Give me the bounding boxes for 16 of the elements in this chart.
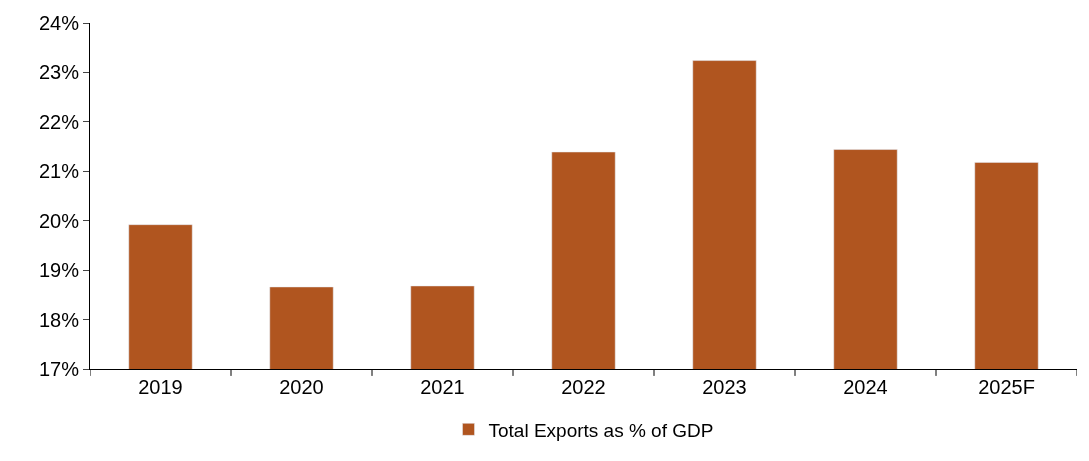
y-tick-label: 20% [38, 209, 80, 232]
y-tick-label: 18% [38, 308, 80, 331]
x-tick-label: 2022 [561, 376, 606, 398]
y-tick-label: 24% [38, 12, 80, 34]
x-tick-label: 2020 [279, 376, 324, 398]
x-tick-label: 2019 [138, 376, 183, 398]
x-tick-label: 2023 [702, 376, 747, 398]
y-tick-label: 23% [38, 61, 80, 84]
y-tick-label: 22% [38, 110, 80, 133]
y-tick-label: 19% [38, 259, 80, 282]
legend-label: Total Exports as % of GDP [488, 419, 714, 441]
x-tick-label: 2024 [843, 376, 888, 398]
y-tick-label: 17% [38, 358, 80, 380]
x-tick-label: 2025F [978, 376, 1035, 398]
y-tick-label: 21% [38, 160, 80, 183]
x-tick-label: 2021 [420, 376, 465, 398]
